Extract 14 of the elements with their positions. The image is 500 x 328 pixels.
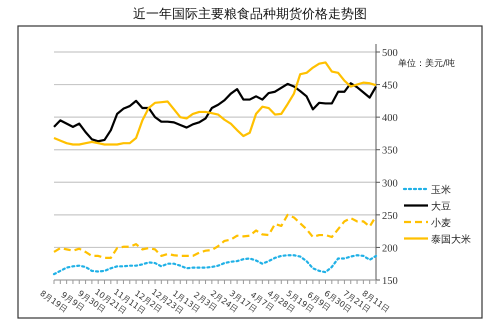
y-tick-label: 400 xyxy=(382,113,398,124)
y-tick-label: 200 xyxy=(382,243,398,254)
y-tick-label: 150 xyxy=(382,276,398,287)
legend-label: 大豆 xyxy=(431,200,451,212)
y-tick-label: 350 xyxy=(382,146,398,157)
y-axis-title: 单位：美元/吨 xyxy=(398,58,456,69)
y-tick-label: 500 xyxy=(382,48,398,59)
legend-label: 小麦 xyxy=(431,217,451,229)
y-tick-label: 250 xyxy=(382,210,398,222)
y-tick-label: 450 xyxy=(382,80,398,92)
legend-label: 泰国大米 xyxy=(431,234,471,246)
legend-label: 玉米 xyxy=(431,184,451,196)
chart-title: 近一年国际主要粮食品种期货价格走势图 xyxy=(133,6,367,22)
y-tick-label: 300 xyxy=(382,178,398,190)
